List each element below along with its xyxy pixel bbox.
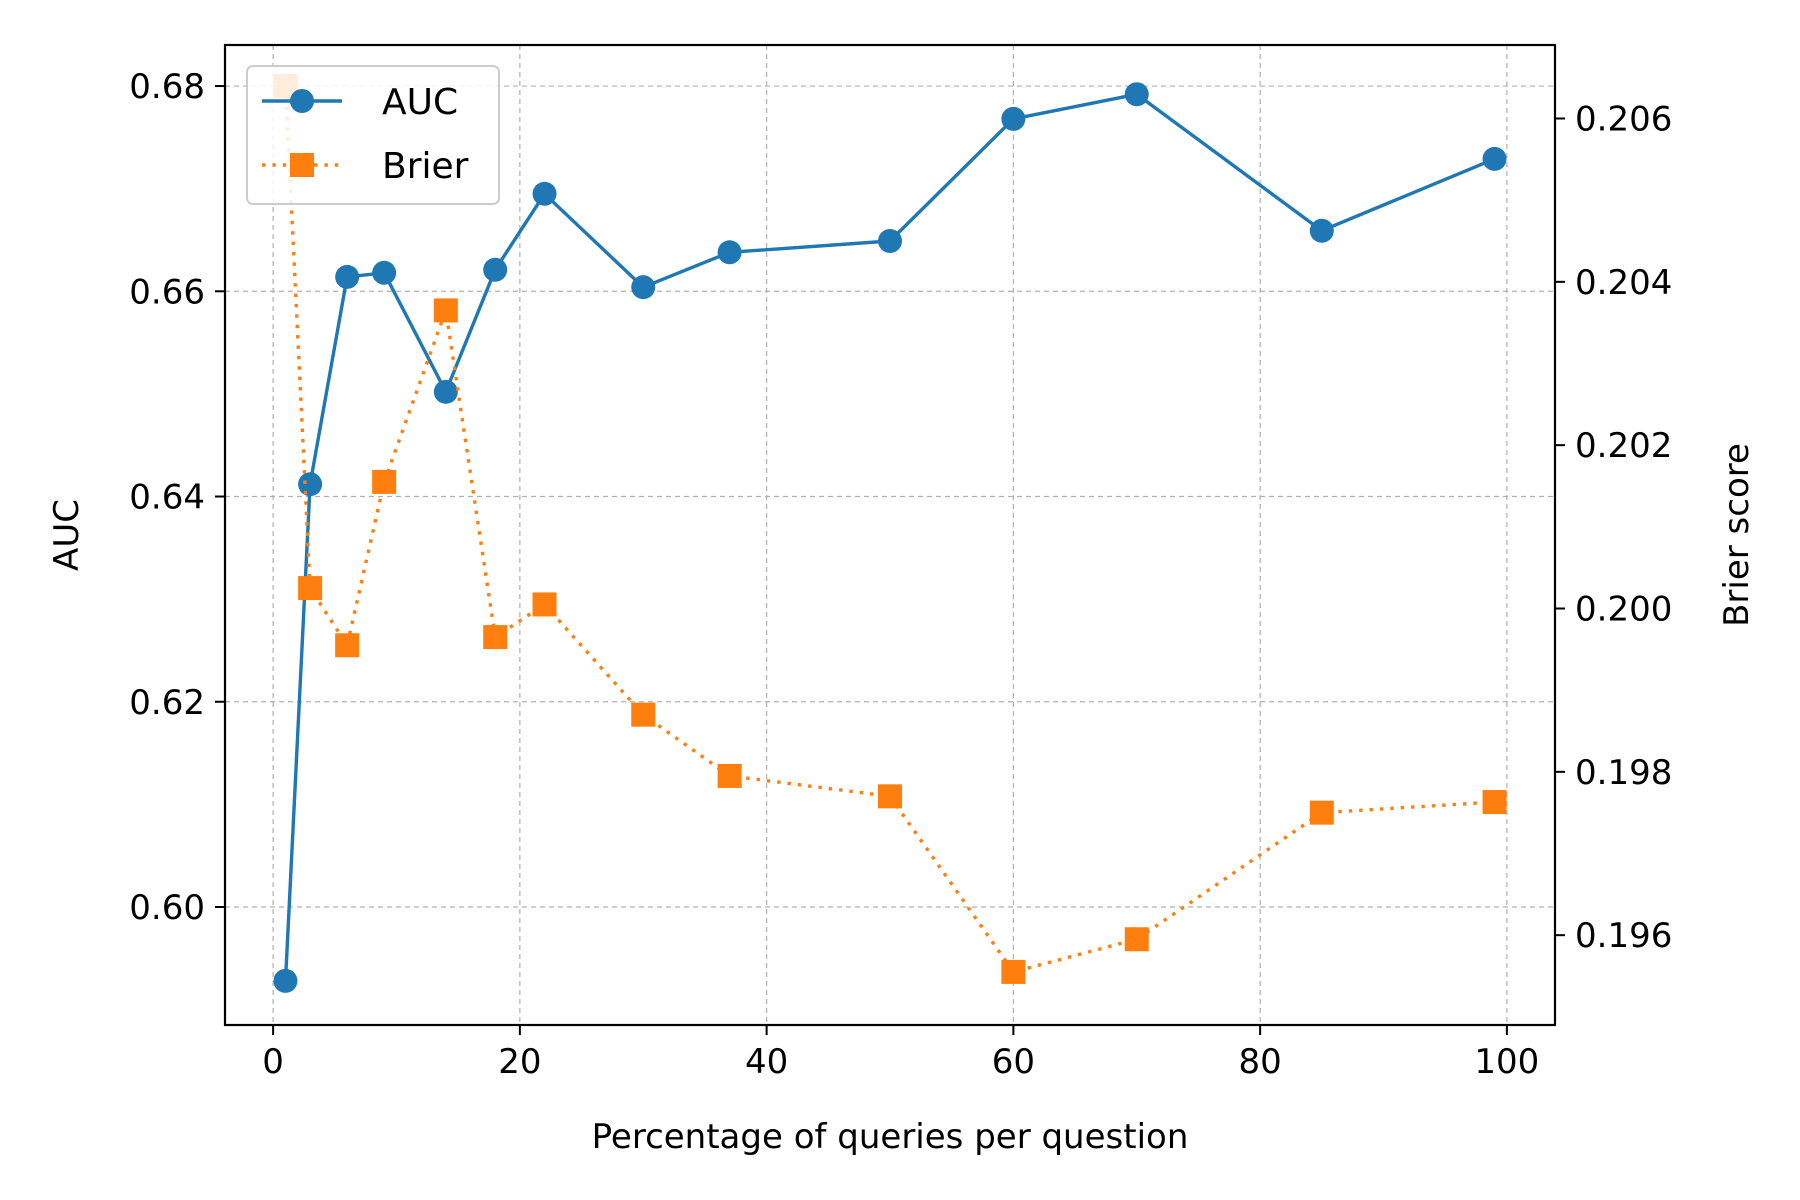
x-axis-label: Percentage of queries per question <box>592 1117 1189 1157</box>
point-auc <box>532 181 557 206</box>
point-auc <box>1001 106 1026 131</box>
x-tick-label: 40 <box>745 1042 788 1082</box>
point-auc <box>878 229 902 253</box>
y-right-tick-label: 0.196 <box>1575 916 1672 956</box>
y-left-tick-label: 0.62 <box>129 683 205 723</box>
plot-frame <box>223 43 1557 1027</box>
axes: 0 20 40 60 80 100 0.60 0.62 0.64 0.66 0.68 0.196 0.1… <box>129 67 1672 1082</box>
y-axis-label-left: AUC <box>47 499 87 571</box>
point-brier <box>717 763 742 788</box>
x-tick-label: 100 <box>1474 1042 1539 1082</box>
y-right-tick-label: 0.202 <box>1575 426 1672 466</box>
grid <box>225 45 1555 1025</box>
y-right-tick-label: 0.198 <box>1575 753 1672 793</box>
point-brier <box>372 469 397 494</box>
point-auc <box>1309 218 1334 243</box>
point-auc <box>372 260 397 285</box>
point-brier <box>532 592 557 617</box>
point-brier <box>335 633 360 658</box>
legend: AUC Brier <box>246 65 500 205</box>
point-auc <box>631 275 656 300</box>
x-tick-label: 60 <box>992 1042 1035 1082</box>
point-brier <box>433 298 458 323</box>
y-left-tick-label: 0.64 <box>129 478 205 518</box>
y-right-tick-label: 0.204 <box>1575 263 1672 303</box>
point-auc <box>1482 146 1507 171</box>
point-auc <box>717 240 742 265</box>
series-line-brier <box>283 85 1495 974</box>
x-tick-label: 0 <box>262 1042 284 1082</box>
y-left-tick-label: 0.60 <box>129 888 205 928</box>
point-auc <box>483 257 508 282</box>
point-brier <box>878 784 902 809</box>
point-auc <box>433 379 458 404</box>
point-auc <box>335 264 360 289</box>
series <box>273 73 1507 993</box>
y-left-tick-label: 0.68 <box>129 67 205 107</box>
y-right-tick-label: 0.200 <box>1575 590 1672 630</box>
point-brier <box>483 625 508 650</box>
point-brier <box>1001 959 1026 984</box>
point-brier <box>298 576 323 601</box>
point-brier <box>1482 790 1507 815</box>
point-brier <box>631 702 656 727</box>
point-auc <box>273 968 298 993</box>
y-axis-label-right: Brier score <box>1717 443 1757 627</box>
x-tick-label: 80 <box>1238 1042 1281 1082</box>
legend-label-brier: Brier <box>382 146 469 187</box>
legend-label-auc: AUC <box>382 82 458 123</box>
y-right-tick-label: 0.206 <box>1575 100 1672 140</box>
point-auc <box>298 472 323 497</box>
point-brier <box>1124 927 1149 952</box>
y-left-tick-label: 0.66 <box>129 272 205 312</box>
x-tick-label: 20 <box>498 1042 541 1082</box>
point-brier <box>1309 800 1334 825</box>
legend-swatch-brier-marker <box>290 153 314 177</box>
legend-swatch-auc-marker <box>290 89 314 113</box>
point-auc <box>1124 82 1149 107</box>
